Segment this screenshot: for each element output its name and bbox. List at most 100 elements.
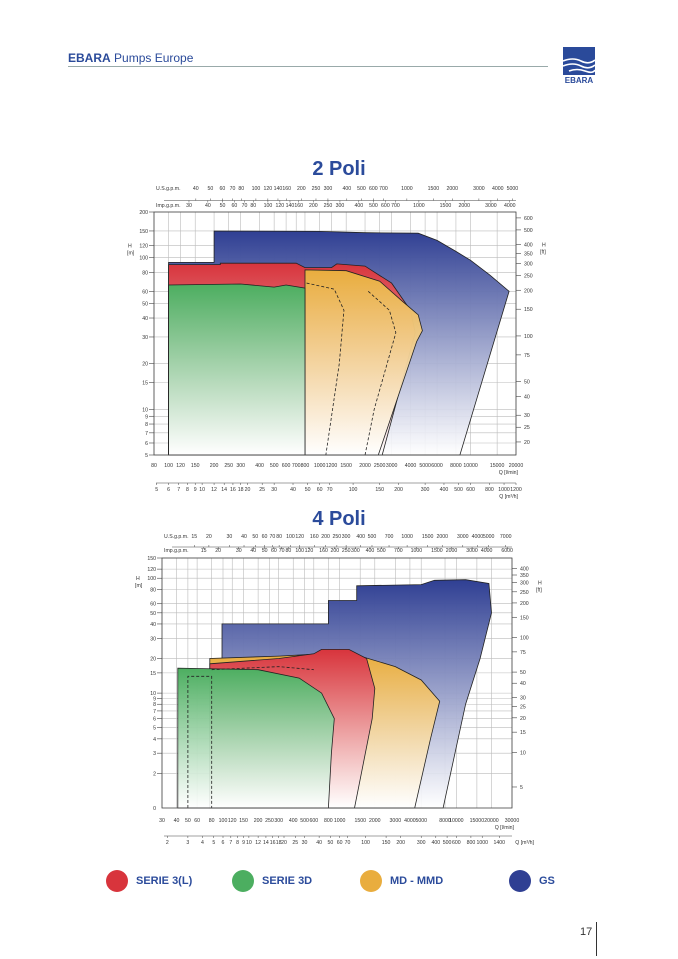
y-tick-label: 3 — [153, 751, 156, 757]
impgpm-tick-label: 30 — [186, 203, 192, 209]
m3h-tick-label: 20 — [281, 840, 287, 846]
impgpm-tick-label: 40 — [205, 203, 211, 209]
legend-dot-yellow — [360, 870, 382, 892]
x-axis-label: Q [l/min] — [495, 825, 515, 831]
lmin-tick-label: 80 — [151, 463, 157, 469]
impgpm-tick-label: 600 — [381, 203, 390, 209]
impgpm-tick-label: 500 — [377, 548, 386, 554]
ft-tick-label: 20 — [520, 716, 526, 722]
impgpm-tick-label: 1000 — [413, 203, 425, 209]
impgpm-label: Imp.g.p.m. — [156, 203, 181, 209]
ft-tick-label: 30 — [524, 413, 530, 419]
x2-axis-label: Q [m³/h] — [515, 840, 534, 846]
m3h-tick-label: 9 — [242, 840, 245, 846]
lmin-tick-label: 150 — [191, 463, 200, 469]
usgpm-tick-label: 80 — [276, 534, 282, 540]
lmin-tick-label: 700 — [292, 463, 301, 469]
usgpm-tick-label: 250 — [312, 186, 321, 192]
m3h-tick-label: 25 — [292, 840, 298, 846]
lmin-tick-label: 8000 — [450, 463, 462, 469]
ft-tick-label: 300 — [524, 262, 533, 268]
lmin-tick-label: 250 — [265, 818, 274, 824]
usgpm-tick-label: 70 — [269, 534, 275, 540]
y-tick-label: 50 — [150, 611, 156, 617]
y-tick-label: 50 — [142, 301, 148, 307]
impgpm-tick-label: 2000 — [446, 548, 458, 554]
usgpm-tick-label: 80 — [238, 186, 244, 192]
impgpm-tick-label: 120 — [276, 203, 285, 209]
y-tick-label: 10 — [150, 691, 156, 697]
ft-tick-label: 15 — [520, 730, 526, 736]
legend-serie-3l: SERIE 3(L) — [106, 870, 192, 892]
impgpm-tick-label: 140 — [286, 203, 295, 209]
header-subtitle: Pumps Europe — [114, 51, 194, 65]
legend-label: GS — [539, 875, 555, 887]
y-tick-label: 80 — [150, 587, 156, 593]
lmin-tick-label: 300 — [274, 818, 283, 824]
m3h-tick-label: 8 — [186, 487, 189, 493]
usgpm-tick-label: 200 — [321, 534, 330, 540]
usgpm-tick-label: 400 — [356, 534, 365, 540]
lmin-tick-label: 15000 — [490, 463, 505, 469]
y-tick-label: 6 — [145, 441, 148, 447]
impgpm-tick-label: 400 — [366, 548, 375, 554]
lmin-tick-label: 40 — [174, 818, 180, 824]
ft-tick-label: 250 — [520, 590, 529, 596]
m3h-tick-label: 70 — [345, 840, 351, 846]
m3h-tick-label: 7 — [177, 487, 180, 493]
impgpm-tick-label: 60 — [271, 548, 277, 554]
usgpm-label: U.S.g.p.m. — [164, 534, 189, 540]
m3h-tick-label: 200 — [396, 840, 405, 846]
ft-tick-label: 150 — [520, 615, 529, 621]
lmin-tick-label: 15000 — [470, 818, 485, 824]
page-number: 17 — [580, 926, 593, 938]
ft-tick-label: 350 — [520, 573, 529, 579]
brand-name: EBARA — [68, 51, 111, 65]
lmin-tick-label: 5000 — [415, 818, 427, 824]
ft-tick-label: 50 — [524, 380, 530, 386]
usgpm-tick-label: 30 — [227, 534, 233, 540]
legend-gs: GS — [509, 870, 555, 892]
usgpm-tick-label: 120 — [295, 534, 304, 540]
usgpm-tick-label: 5000 — [507, 186, 519, 192]
y2-axis-unit: [ft] — [540, 250, 546, 256]
usgpm-tick-label: 7000 — [500, 534, 512, 540]
y-tick-label: 9 — [145, 414, 148, 420]
m3h-tick-label: 12 — [211, 487, 217, 493]
y-axis-unit: [m] — [135, 583, 143, 589]
legend-label: SERIE 3(L) — [136, 875, 193, 887]
m3h-tick-label: 3 — [186, 840, 189, 846]
legend-md-mmd: MD - MMD — [360, 870, 443, 892]
lmin-tick-label: 60 — [194, 818, 200, 824]
y-tick-label: 150 — [139, 229, 148, 235]
lmin-tick-label: 400 — [255, 463, 264, 469]
y-tick-label: 200 — [139, 210, 148, 216]
y-tick-label: 150 — [147, 556, 156, 562]
m3h-tick-label: 20 — [245, 487, 251, 493]
ft-tick-label: 100 — [520, 636, 529, 642]
usgpm-tick-label: 300 — [324, 186, 333, 192]
impgpm-tick-label: 500 — [369, 203, 378, 209]
usgpm-tick-label: 5000 — [483, 534, 495, 540]
m3h-tick-label: 10 — [199, 487, 205, 493]
m3h-tick-label: 16 — [270, 840, 276, 846]
impgpm-tick-label: 80 — [250, 203, 256, 209]
lmin-tick-label: 120 — [228, 818, 237, 824]
lmin-tick-label: 4000 — [404, 818, 416, 824]
m3h-tick-label: 150 — [382, 840, 391, 846]
usgpm-tick-label: 2000 — [436, 534, 448, 540]
usgpm-tick-label: 120 — [264, 186, 273, 192]
usgpm-label: U.S.g.p.m. — [156, 186, 181, 192]
lmin-tick-label: 10000 — [449, 818, 464, 824]
m3h-tick-label: 8 — [236, 840, 239, 846]
ft-tick-label: 150 — [524, 307, 533, 313]
m3h-tick-label: 30 — [302, 840, 308, 846]
lmin-tick-label: 8000 — [439, 818, 451, 824]
m3h-tick-label: 18 — [276, 840, 282, 846]
y-tick-label: 8 — [153, 702, 156, 708]
plot-frame — [153, 211, 517, 456]
ft-tick-label: 75 — [520, 650, 526, 656]
y-tick-label: 0 — [153, 806, 156, 812]
m3h-tick-label: 100 — [361, 840, 370, 846]
y-tick-label: 40 — [142, 316, 148, 322]
